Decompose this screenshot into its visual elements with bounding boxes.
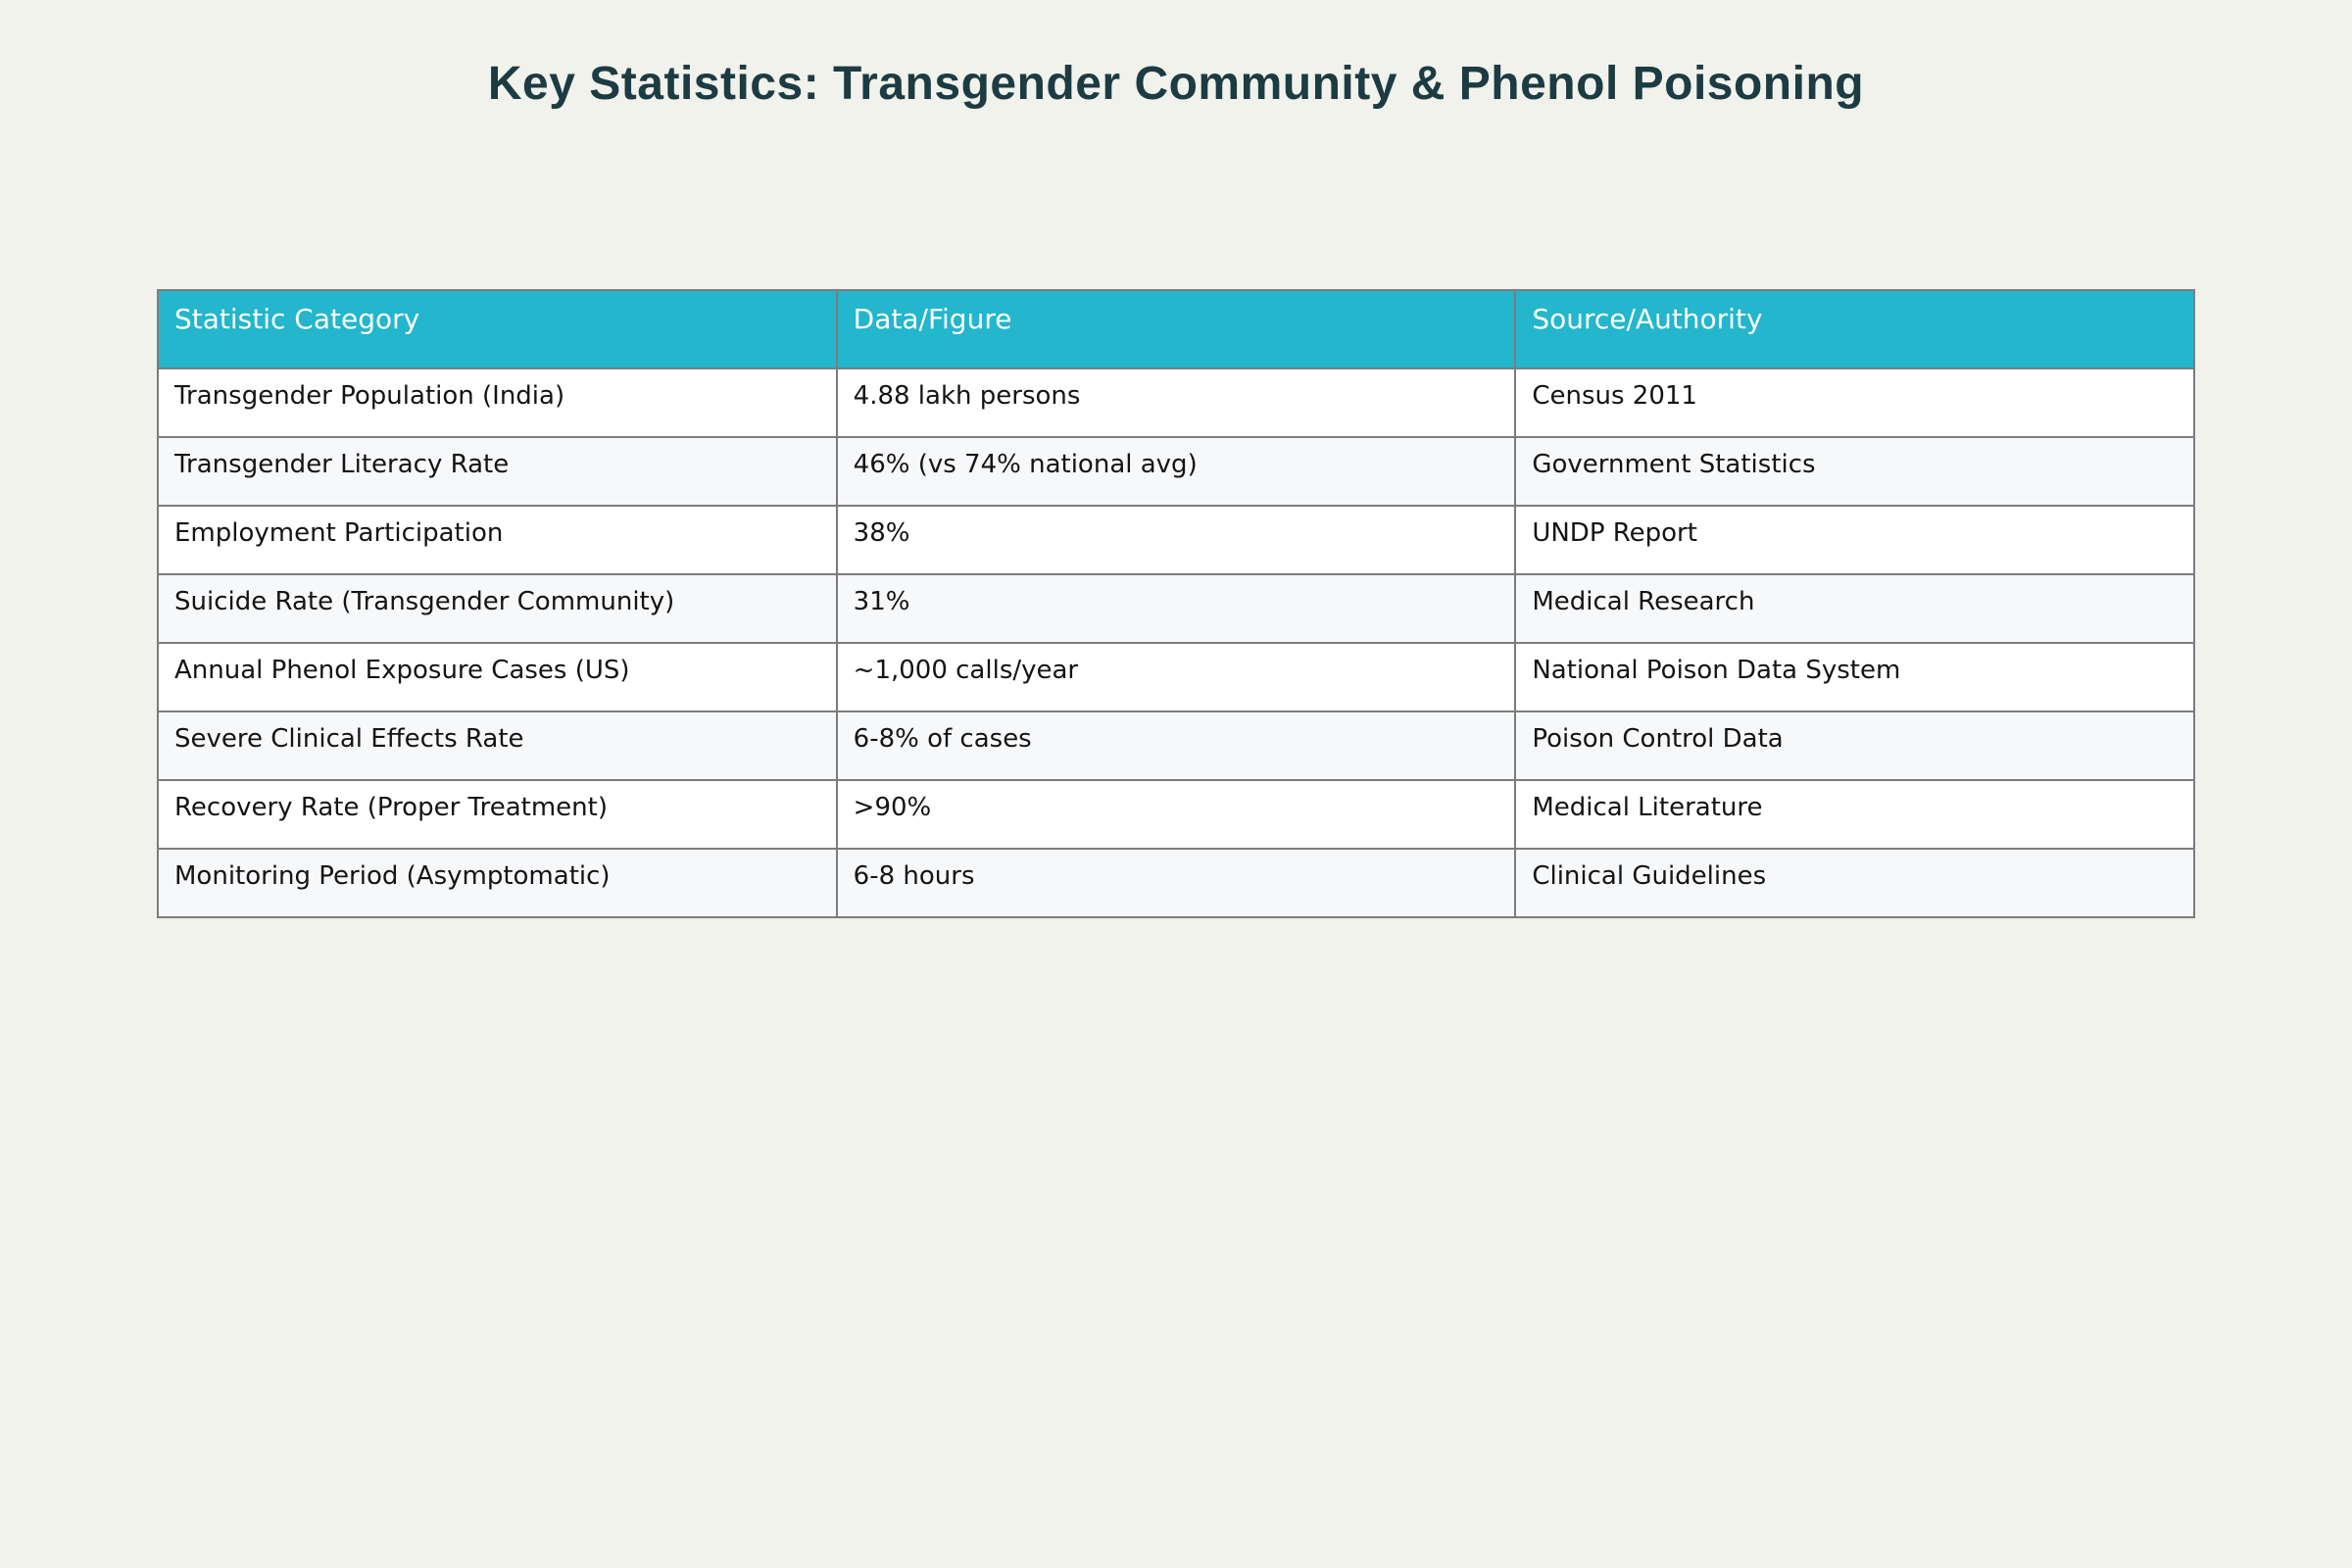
cell-source: Medical Literature (1514, 779, 2195, 850)
table-row: Employment Participation 38% UNDP Report (157, 505, 2195, 575)
cell-category: Transgender Population (India) (157, 368, 838, 438)
cell-category: Severe Clinical Effects Rate (157, 710, 838, 781)
cell-figure: ~1,000 calls/year (835, 642, 1517, 712)
cell-figure: 4.88 lakh persons (835, 368, 1517, 438)
header-row: Statistic Category Data/Figure Source/Au… (157, 289, 2195, 369)
cell-figure: 46% (vs 74% national avg) (835, 436, 1517, 507)
table-row: Monitoring Period (Asymptomatic) 6-8 hou… (157, 848, 2195, 918)
cell-source: Clinical Guidelines (1514, 848, 2195, 918)
cell-category: Employment Participation (157, 505, 838, 575)
cell-category: Monitoring Period (Asymptomatic) (157, 848, 838, 918)
page-title: Key Statistics: Transgender Community & … (487, 58, 1865, 110)
cell-figure: 31% (835, 573, 1517, 644)
table-row: Annual Phenol Exposure Cases (US) ~1,000… (157, 642, 2195, 712)
cell-source: Poison Control Data (1514, 710, 2195, 781)
cell-category: Transgender Literacy Rate (157, 436, 838, 507)
column-header-statistic-category: Statistic Category (157, 289, 838, 369)
table-row: Recovery Rate (Proper Treatment) >90% Me… (157, 779, 2195, 850)
statistics-table: Statistic Category Data/Figure Source/Au… (157, 289, 2195, 918)
column-header-data-figure: Data/Figure (835, 289, 1517, 369)
table-row: Suicide Rate (Transgender Community) 31%… (157, 573, 2195, 644)
table-row: Transgender Population (India) 4.88 lakh… (157, 368, 2195, 438)
column-header-source-authority: Source/Authority (1514, 289, 2195, 369)
table-row: Transgender Literacy Rate 46% (vs 74% na… (157, 436, 2195, 507)
cell-category: Recovery Rate (Proper Treatment) (157, 779, 838, 850)
cell-source: National Poison Data System (1514, 642, 2195, 712)
cell-source: Government Statistics (1514, 436, 2195, 507)
cell-source: Census 2011 (1514, 368, 2195, 438)
table-body: Transgender Population (India) 4.88 lakh… (157, 368, 2195, 918)
table-row: Severe Clinical Effects Rate 6-8% of cas… (157, 710, 2195, 781)
cell-figure: 38% (835, 505, 1517, 575)
cell-figure: >90% (835, 779, 1517, 850)
cell-category: Suicide Rate (Transgender Community) (157, 573, 838, 644)
cell-figure: 6-8% of cases (835, 710, 1517, 781)
cell-figure: 6-8 hours (835, 848, 1517, 918)
cell-source: UNDP Report (1514, 505, 2195, 575)
cell-source: Medical Research (1514, 573, 2195, 644)
cell-category: Annual Phenol Exposure Cases (US) (157, 642, 838, 712)
table-header: Statistic Category Data/Figure Source/Au… (157, 289, 2195, 369)
